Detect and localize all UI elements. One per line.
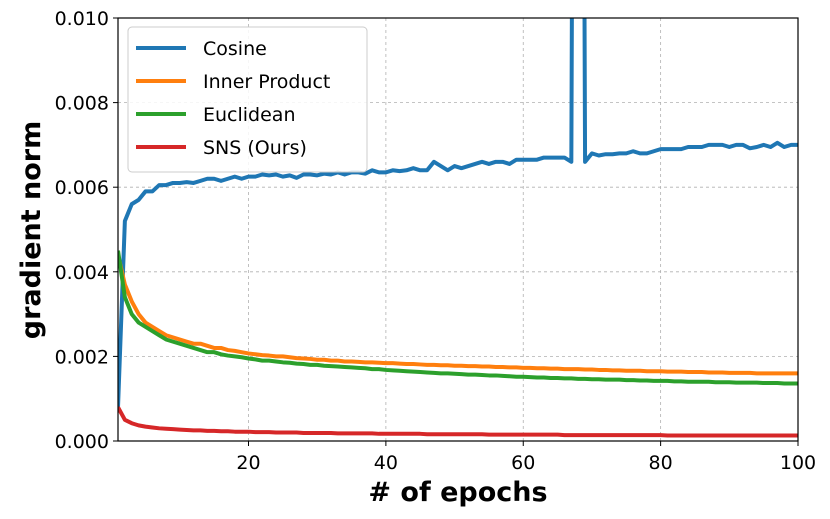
y-tick-label: 0.002: [55, 346, 109, 368]
plot-frame: [117, 17, 799, 442]
y-tick-label: 0.008: [55, 93, 109, 115]
y-tick-label: 0.010: [55, 8, 109, 30]
legend: Cosine Inner Product Euclidean SNS (Ours): [127, 26, 368, 173]
series-lines: [118, 18, 798, 438]
y-tick-label: 0.004: [55, 262, 109, 284]
x-tick-label: 40: [374, 452, 398, 474]
y-axis-label: gradient norm: [16, 121, 47, 340]
legend-label: Euclidean: [203, 104, 296, 126]
x-tick-label: 60: [511, 452, 535, 474]
legend-box: [127, 26, 368, 173]
x-tick-label: 80: [649, 452, 673, 474]
y-tick-label: 0.000: [55, 431, 109, 453]
series-line-sns-ours-: [118, 406, 798, 438]
legend-label: Inner Product: [203, 71, 330, 93]
x-axis-label: # of epochs: [368, 477, 547, 508]
series-line-cosine: [118, 18, 798, 408]
legend-label: SNS (Ours): [203, 137, 307, 159]
legend-label: Cosine: [203, 38, 267, 60]
series-line-euclidean: [118, 250, 798, 386]
x-tick-label: 100: [780, 452, 816, 474]
y-tick-label: 0.006: [55, 177, 109, 199]
ticks: 20 40 60 80 100 0.000 0.002 0.004 0.006 0.008 0.01…: [55, 8, 817, 474]
series-line-inner-product: [118, 254, 798, 376]
x-tick-label: 20: [236, 452, 260, 474]
